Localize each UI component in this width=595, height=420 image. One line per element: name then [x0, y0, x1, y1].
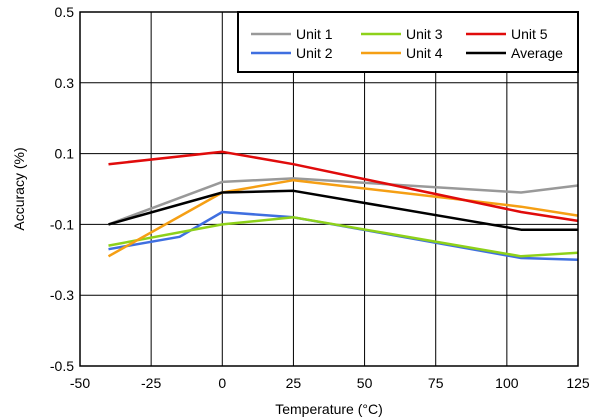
- series-line-unit-4: [107, 178, 579, 258]
- series-line-average: [108, 189, 578, 231]
- series-line-unit-1: [108, 177, 579, 226]
- series-lines: [107, 150, 579, 262]
- legend-label: Average: [511, 45, 563, 61]
- x-tick-label: 25: [286, 375, 302, 391]
- legend-box: [237, 11, 579, 73]
- y-tick-label: 0.5: [55, 4, 75, 20]
- x-tick-label: 0: [218, 375, 226, 391]
- legend-label: Unit 5: [511, 26, 548, 42]
- y-tick-label: -0.3: [50, 287, 74, 303]
- y-axis-label: Accuracy (%): [11, 147, 27, 230]
- x-tick-label: 50: [357, 375, 373, 391]
- legend: Unit 1 Unit 2 Unit 3 Unit 4 Unit 5 Average: [237, 11, 579, 73]
- x-axis-label: Temperature (°C): [275, 401, 383, 417]
- y-tick-label: 0.1: [55, 146, 75, 162]
- y-tick-label: -0.1: [50, 216, 74, 232]
- series-line-unit-5: [108, 150, 579, 223]
- legend-label: Unit 2: [296, 45, 333, 61]
- series-line-unit-3: [108, 216, 579, 258]
- series-line-unit-2: [108, 210, 579, 262]
- legend-label: Unit 1: [296, 26, 333, 42]
- y-tick-label: 0.3: [55, 75, 75, 91]
- x-tick-label: 125: [566, 375, 590, 391]
- x-tick-label: -50: [70, 375, 90, 391]
- y-tick-label: -0.5: [50, 358, 74, 374]
- x-tick-label: 75: [428, 375, 444, 391]
- x-tick-labels: -50 -25 0 25 50 75 100 125: [70, 375, 590, 391]
- x-tick-label: 100: [495, 375, 519, 391]
- legend-label: Unit 3: [406, 26, 443, 42]
- legend-label: Unit 4: [406, 45, 443, 61]
- y-tick-labels: -0.5 -0.3 -0.1 0.1 0.3 0.5: [50, 4, 74, 374]
- x-tick-label: -25: [141, 375, 161, 391]
